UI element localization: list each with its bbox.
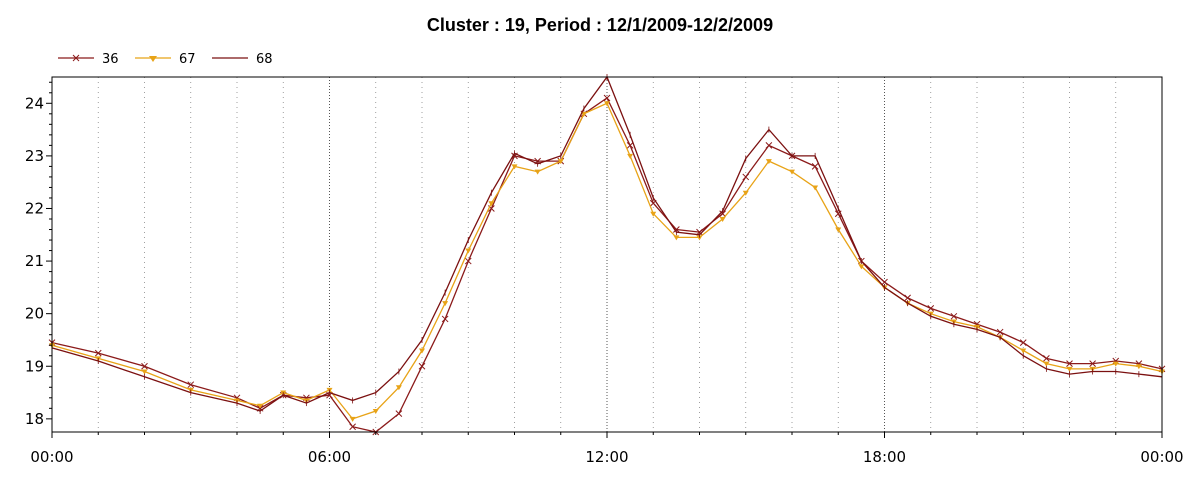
series-36-point: [1089, 360, 1096, 367]
series-36-point: [742, 173, 750, 181]
series-67-point: [141, 369, 148, 375]
legend: 36 67 68: [58, 52, 273, 67]
series-67-point: [696, 235, 703, 241]
series-67-point: [812, 185, 819, 191]
axes: 00:00 06:00 12:00 18:00 00:00 18 19 20 21 22 23 24: [25, 81, 1184, 466]
series-layer: [48, 74, 1166, 436]
series-36-point: [881, 278, 888, 286]
series-67-point: [765, 159, 772, 165]
series-67-point: [419, 348, 425, 354]
series-36-point: [765, 142, 773, 149]
series-36-point: [187, 381, 195, 389]
series-67-point: [395, 385, 402, 391]
series-36-point: [1019, 339, 1027, 346]
series-67-point: [1112, 361, 1119, 367]
series-36-point: [927, 305, 935, 312]
y-tick-label: 18: [25, 410, 44, 428]
legend-marker-67: [149, 56, 157, 62]
series-67-point: [719, 217, 726, 222]
x-tick-label: 00:00: [30, 448, 73, 466]
series-67-point: [858, 264, 865, 270]
legend-marker-36: [72, 54, 80, 62]
series-67-point: [534, 169, 541, 175]
series-67-point: [442, 301, 449, 307]
y-tick-label: 24: [25, 94, 44, 112]
y-tick-label: 22: [25, 199, 44, 217]
series-36-point: [1043, 355, 1050, 362]
chart-title: Cluster : 19, Period : 12/1/2009-12/2/20…: [427, 15, 773, 35]
y-tick-label: 20: [25, 305, 44, 323]
x-tick-label: 06:00: [308, 448, 351, 466]
series-67-point: [742, 190, 749, 196]
series-36-point: [603, 94, 611, 102]
series-36-point: [141, 362, 148, 370]
series-36-point: [626, 142, 634, 149]
grid: [97, 77, 1117, 432]
x-tick-label: 18:00: [863, 448, 906, 466]
series-67-point: [349, 416, 356, 422]
y-tick-label: 23: [25, 147, 44, 165]
series-68-line: [51, 75, 1163, 412]
y-tick-label: 19: [25, 357, 44, 375]
series-36-point: [441, 315, 449, 323]
series-67-point: [604, 101, 610, 107]
series-67-point: [488, 201, 495, 207]
legend-label-68: 68: [256, 52, 273, 67]
series-67-point: [835, 227, 842, 233]
series-36-point: [950, 312, 958, 320]
series-36-point: [811, 163, 819, 170]
series-67-point: [650, 211, 657, 217]
series-67-point: [1020, 348, 1027, 354]
series-67-point: [673, 235, 680, 241]
series-36-line: [51, 97, 1163, 433]
series-67-point: [257, 403, 264, 409]
series-36-point: [1066, 360, 1073, 367]
series-67-point: [372, 408, 379, 414]
x-tick-label: 12:00: [585, 448, 628, 466]
series-36-point: [395, 410, 403, 417]
series-67-point: [465, 248, 472, 254]
legend-label-36: 36: [102, 52, 119, 67]
series-67-point: [789, 169, 795, 175]
series-36-point: [349, 423, 356, 431]
y-tick-label: 21: [25, 252, 44, 270]
series-67-point: [627, 153, 634, 159]
series-36-point: [904, 294, 911, 302]
series-67-point: [1135, 364, 1142, 370]
x-tick-label: 00:00: [1140, 448, 1183, 466]
series-36-point: [418, 362, 426, 370]
series-67-point: [1043, 361, 1050, 367]
series-36-point: [94, 349, 102, 357]
series-67-point: [1066, 366, 1073, 372]
series-36-point: [996, 328, 1004, 336]
series-67-point: [511, 164, 518, 170]
legend-label-67: 67: [179, 52, 196, 67]
series-36-point: [464, 257, 472, 265]
series-67-point: [557, 159, 564, 165]
